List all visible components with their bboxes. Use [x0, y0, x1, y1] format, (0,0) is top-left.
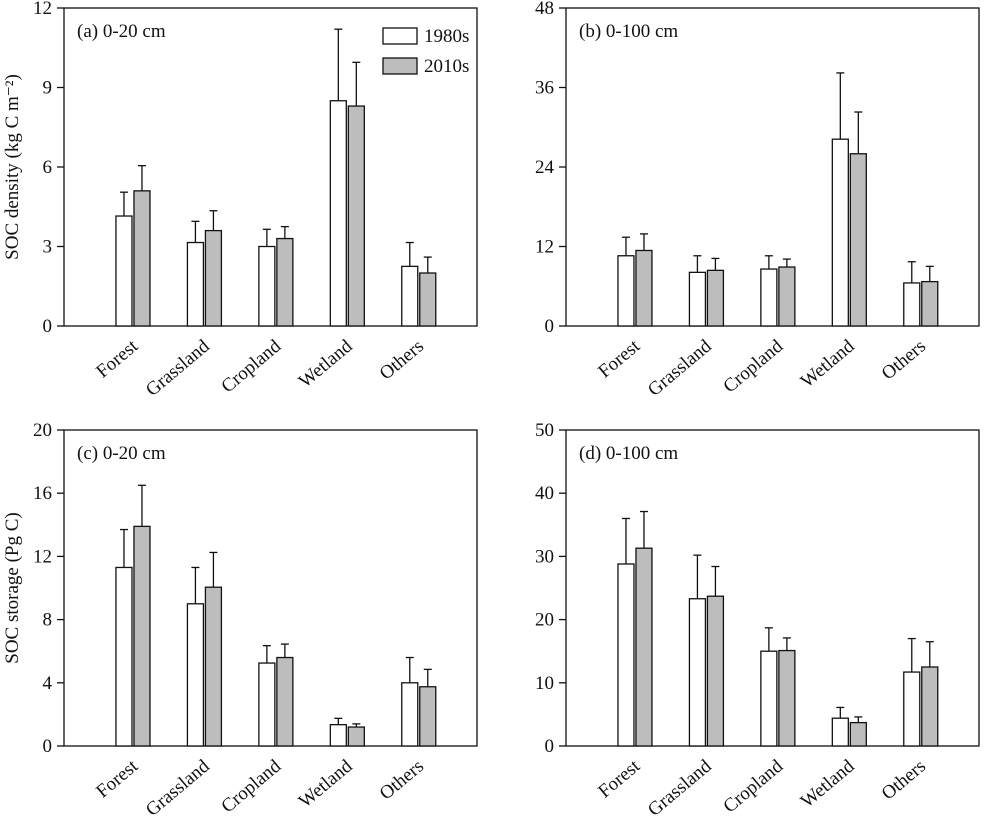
x-tick-label-wetland: Wetland	[797, 335, 859, 392]
bar-1980s-wetland	[329, 100, 347, 327]
y-tick-label: 8	[43, 610, 53, 631]
x-tick-label-forest: Forest	[594, 335, 644, 382]
x-tick-label-wetland: Wetland	[295, 755, 357, 812]
bar-2010s-others	[419, 686, 437, 747]
chart-panel-2: 0 12 24 36 48 (b) 0-100 cm Forest Grassland Crop…	[535, 0, 980, 401]
bar-2010s-others	[419, 272, 437, 327]
x-tick-label-forest: Forest	[92, 335, 142, 382]
x-tick-label-others: Others	[376, 336, 428, 385]
y-tick-label: 10	[535, 673, 554, 694]
y-tick-label: 6	[43, 157, 53, 178]
bar-1980s-others	[903, 282, 921, 327]
legend-label-1980s: 1980s	[424, 26, 469, 47]
x-tick-label-wetland: Wetland	[797, 755, 859, 812]
chart-panel-1: 0 3 6 9 12 (a) 0-20 cm SOC density (kg C m⁻²) F…	[2, 0, 478, 401]
bar-1980s-cropland	[258, 662, 276, 747]
bar-1980s-wetland	[831, 717, 849, 747]
bar-1980s-forest	[115, 215, 133, 327]
x-tick-label-grassland: Grassland	[644, 755, 716, 820]
y-tick-label: 3	[43, 237, 53, 258]
bar-2010s-grassland	[706, 595, 725, 747]
bar-2010s-wetland	[347, 726, 365, 747]
panel-label: (d) 0-100 cm	[579, 443, 678, 464]
bar-2010s-others	[921, 280, 939, 327]
x-tick-label-others: Others	[878, 336, 930, 385]
y-tick-label: 0	[43, 316, 53, 337]
bar-1980s-wetland	[831, 138, 849, 327]
bar-2010s-forest	[635, 249, 653, 327]
bar-1980s-others	[903, 671, 921, 747]
bar-1980s-grassland	[186, 241, 205, 327]
bar-2010s-cropland	[778, 649, 796, 747]
y-tick-label: 0	[545, 316, 555, 337]
bar-2010s-wetland	[849, 153, 867, 327]
x-tick-label-grassland: Grassland	[142, 335, 214, 400]
bar-1980s-cropland	[258, 245, 276, 327]
bar-2010s-cropland	[276, 237, 294, 327]
bar-1980s-cropland	[760, 268, 778, 327]
bar-2010s-grassland	[204, 229, 223, 327]
bar-1980s-grassland	[186, 603, 205, 747]
x-tick-label-cropland: Cropland	[217, 335, 285, 397]
bar-1980s-cropland	[760, 650, 778, 747]
x-tick-label-cropland: Cropland	[719, 755, 787, 817]
legend-swatch-2010s	[382, 57, 418, 75]
bar-2010s-wetland	[347, 105, 365, 327]
y-tick-label: 0	[43, 736, 53, 757]
x-tick-label-others: Others	[376, 756, 428, 805]
panel-label: (b) 0-100 cm	[579, 21, 678, 42]
bar-1980s-grassland	[688, 271, 707, 327]
bar-2010s-cropland	[276, 656, 294, 747]
bar-2010s-forest	[133, 525, 151, 747]
y-tick-label: 30	[535, 546, 554, 567]
y-tick-label: 12	[33, 0, 52, 19]
x-tick-label-grassland: Grassland	[142, 755, 214, 820]
chart-panel-4: 0 10 20 30 40 50 (d) 0-100 cm Forest Grassland Cr…	[535, 420, 980, 821]
y-tick-label: 36	[535, 78, 554, 99]
bar-1980s-others	[401, 682, 419, 747]
chart-panel-3: 0 4 8 12 16 20 (c) 0-20 cm SOC storage (Pg C) Fo…	[2, 420, 478, 821]
bar-2010s-cropland	[778, 266, 796, 327]
bar-2010s-grassland	[204, 586, 223, 747]
bar-1980s-grassland	[688, 598, 707, 747]
x-tick-label-others: Others	[878, 756, 930, 805]
y-tick-label: 4	[43, 673, 53, 694]
bar-2010s-others	[921, 666, 939, 747]
y-tick-label: 12	[535, 237, 554, 258]
x-tick-label-forest: Forest	[594, 755, 644, 802]
y-tick-label: 40	[535, 483, 554, 504]
bar-1980s-others	[401, 265, 419, 327]
legend-swatch-1980s	[382, 27, 418, 45]
y-tick-label: 12	[33, 546, 52, 567]
bar-1980s-forest	[115, 566, 133, 747]
panel-label: (c) 0-20 cm	[77, 443, 166, 464]
bar-2010s-grassland	[706, 269, 725, 327]
y-tick-label: 24	[535, 157, 555, 178]
bar-1980s-forest	[617, 255, 635, 327]
bar-1980s-forest	[617, 563, 635, 747]
x-tick-label-forest: Forest	[92, 755, 142, 802]
bar-2010s-forest	[133, 190, 151, 327]
x-tick-label-wetland: Wetland	[295, 335, 357, 392]
bar-2010s-forest	[635, 547, 653, 747]
y-tick-label: 20	[33, 420, 52, 441]
x-tick-label-cropland: Cropland	[719, 335, 787, 397]
panel-label: (a) 0-20 cm	[77, 21, 166, 42]
legend: 1980s 2010s	[382, 26, 469, 77]
bar-2010s-wetland	[849, 721, 867, 747]
y-tick-label: 9	[43, 78, 53, 99]
y-axis-title: SOC density (kg C m⁻²)	[2, 74, 23, 260]
y-tick-label: 50	[535, 420, 554, 441]
y-tick-label: 0	[545, 736, 555, 757]
legend-label-2010s: 2010s	[424, 56, 469, 77]
y-tick-label: 20	[535, 610, 554, 631]
x-tick-label-grassland: Grassland	[644, 335, 716, 400]
y-tick-label: 16	[33, 483, 52, 504]
y-axis-title: SOC storage (Pg C)	[2, 512, 23, 663]
bar-1980s-wetland	[329, 724, 347, 747]
x-tick-label-cropland: Cropland	[217, 755, 285, 817]
y-tick-label: 48	[535, 0, 554, 19]
